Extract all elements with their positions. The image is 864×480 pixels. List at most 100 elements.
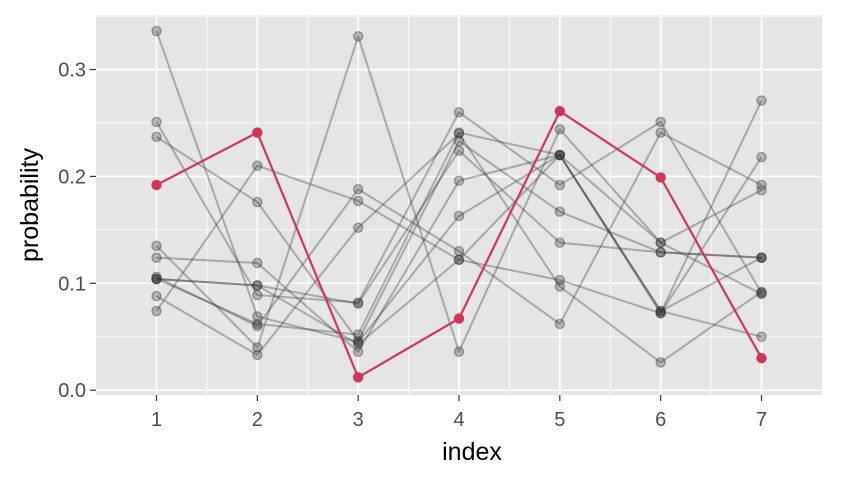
x-tick-label: 6	[655, 409, 666, 431]
data-point	[352, 298, 364, 309]
series-line	[156, 154, 763, 346]
data-point	[151, 273, 162, 285]
data-point	[453, 128, 465, 139]
data-point	[151, 25, 162, 37]
data-point	[554, 237, 566, 248]
data-point	[352, 335, 364, 347]
x-tick-label: 5	[554, 409, 565, 431]
data-point	[655, 308, 666, 319]
y-tick-label: 0.3	[58, 60, 86, 82]
data-point	[352, 336, 364, 348]
data-point	[756, 95, 767, 106]
data-point	[554, 281, 566, 292]
background-series	[151, 107, 767, 308]
data-point	[554, 149, 566, 161]
data-point	[151, 131, 162, 143]
data-point	[655, 237, 666, 248]
series-line	[156, 154, 762, 353]
series-line	[155, 136, 762, 343]
highlight-data-point	[756, 352, 767, 364]
data-point	[151, 116, 162, 128]
data-point	[756, 287, 767, 299]
data-point	[655, 357, 666, 368]
highlight-data-point	[151, 179, 162, 191]
data-point	[453, 145, 465, 156]
data-point	[756, 179, 767, 191]
background-series	[151, 128, 767, 368]
data-point	[655, 237, 666, 248]
data-point	[151, 273, 162, 285]
data-point	[756, 286, 767, 298]
y-tick-label: 0.1	[58, 273, 86, 295]
highlight-data-point	[453, 313, 465, 324]
data-point	[352, 329, 364, 340]
background-series	[151, 127, 767, 332]
data-point	[151, 240, 162, 252]
data-point	[151, 271, 162, 283]
background-series	[151, 131, 767, 347]
background-series	[151, 25, 767, 348]
data-point	[756, 185, 767, 196]
series-line	[155, 30, 762, 344]
data-point	[151, 273, 162, 285]
data-point	[655, 247, 666, 258]
data-point	[453, 210, 465, 222]
data-point	[554, 149, 566, 161]
highlight-data-point	[352, 372, 364, 383]
y-tick-label: 0.2	[58, 166, 86, 188]
data-point	[756, 252, 767, 263]
series-layer	[151, 25, 767, 383]
data-point	[352, 339, 364, 350]
x-tick-label: 2	[252, 409, 263, 431]
series-line	[155, 111, 763, 304]
data-point	[756, 331, 767, 342]
data-point	[554, 179, 566, 191]
data-point	[554, 149, 566, 161]
data-point	[252, 257, 263, 269]
background-series	[151, 127, 767, 340]
data-point	[151, 290, 162, 302]
data-point	[756, 252, 767, 263]
axes-layer: 0.0 0.1 0.2 0.3 1 2 3 4 5 6 7	[58, 60, 767, 431]
data-point	[252, 280, 263, 291]
data-point	[655, 308, 666, 319]
data-point	[453, 346, 465, 357]
background-series	[151, 31, 767, 357]
data-point	[252, 289, 263, 301]
background-series	[151, 149, 767, 357]
data-point	[252, 318, 263, 330]
series-line	[155, 100, 763, 315]
highlight-data-point	[554, 106, 566, 117]
x-tick-label: 4	[453, 409, 464, 431]
data-point	[151, 305, 162, 317]
x-tick-label: 3	[353, 409, 364, 431]
data-point	[756, 288, 767, 300]
data-point	[453, 246, 465, 257]
background-series	[151, 149, 767, 350]
series-line	[156, 149, 762, 305]
data-point	[453, 107, 465, 118]
data-point	[655, 127, 666, 138]
data-point	[352, 222, 364, 233]
data-point	[554, 274, 566, 286]
highlight-data-point	[252, 127, 263, 138]
x-axis-title: index	[442, 438, 502, 466]
data-point	[453, 175, 465, 186]
data-point	[554, 149, 566, 161]
data-point	[453, 254, 465, 265]
data-point	[252, 342, 263, 353]
highlight-data-point	[655, 172, 666, 183]
series-line	[156, 131, 762, 328]
series-line	[155, 35, 762, 353]
data-point	[554, 124, 566, 135]
series-line	[156, 131, 762, 336]
data-point	[352, 346, 364, 357]
data-point	[352, 195, 364, 207]
data-point	[252, 196, 263, 208]
data-point	[655, 247, 666, 258]
data-point	[756, 151, 767, 163]
data-point	[252, 349, 263, 361]
data-point	[453, 127, 465, 138]
data-point	[252, 160, 263, 171]
